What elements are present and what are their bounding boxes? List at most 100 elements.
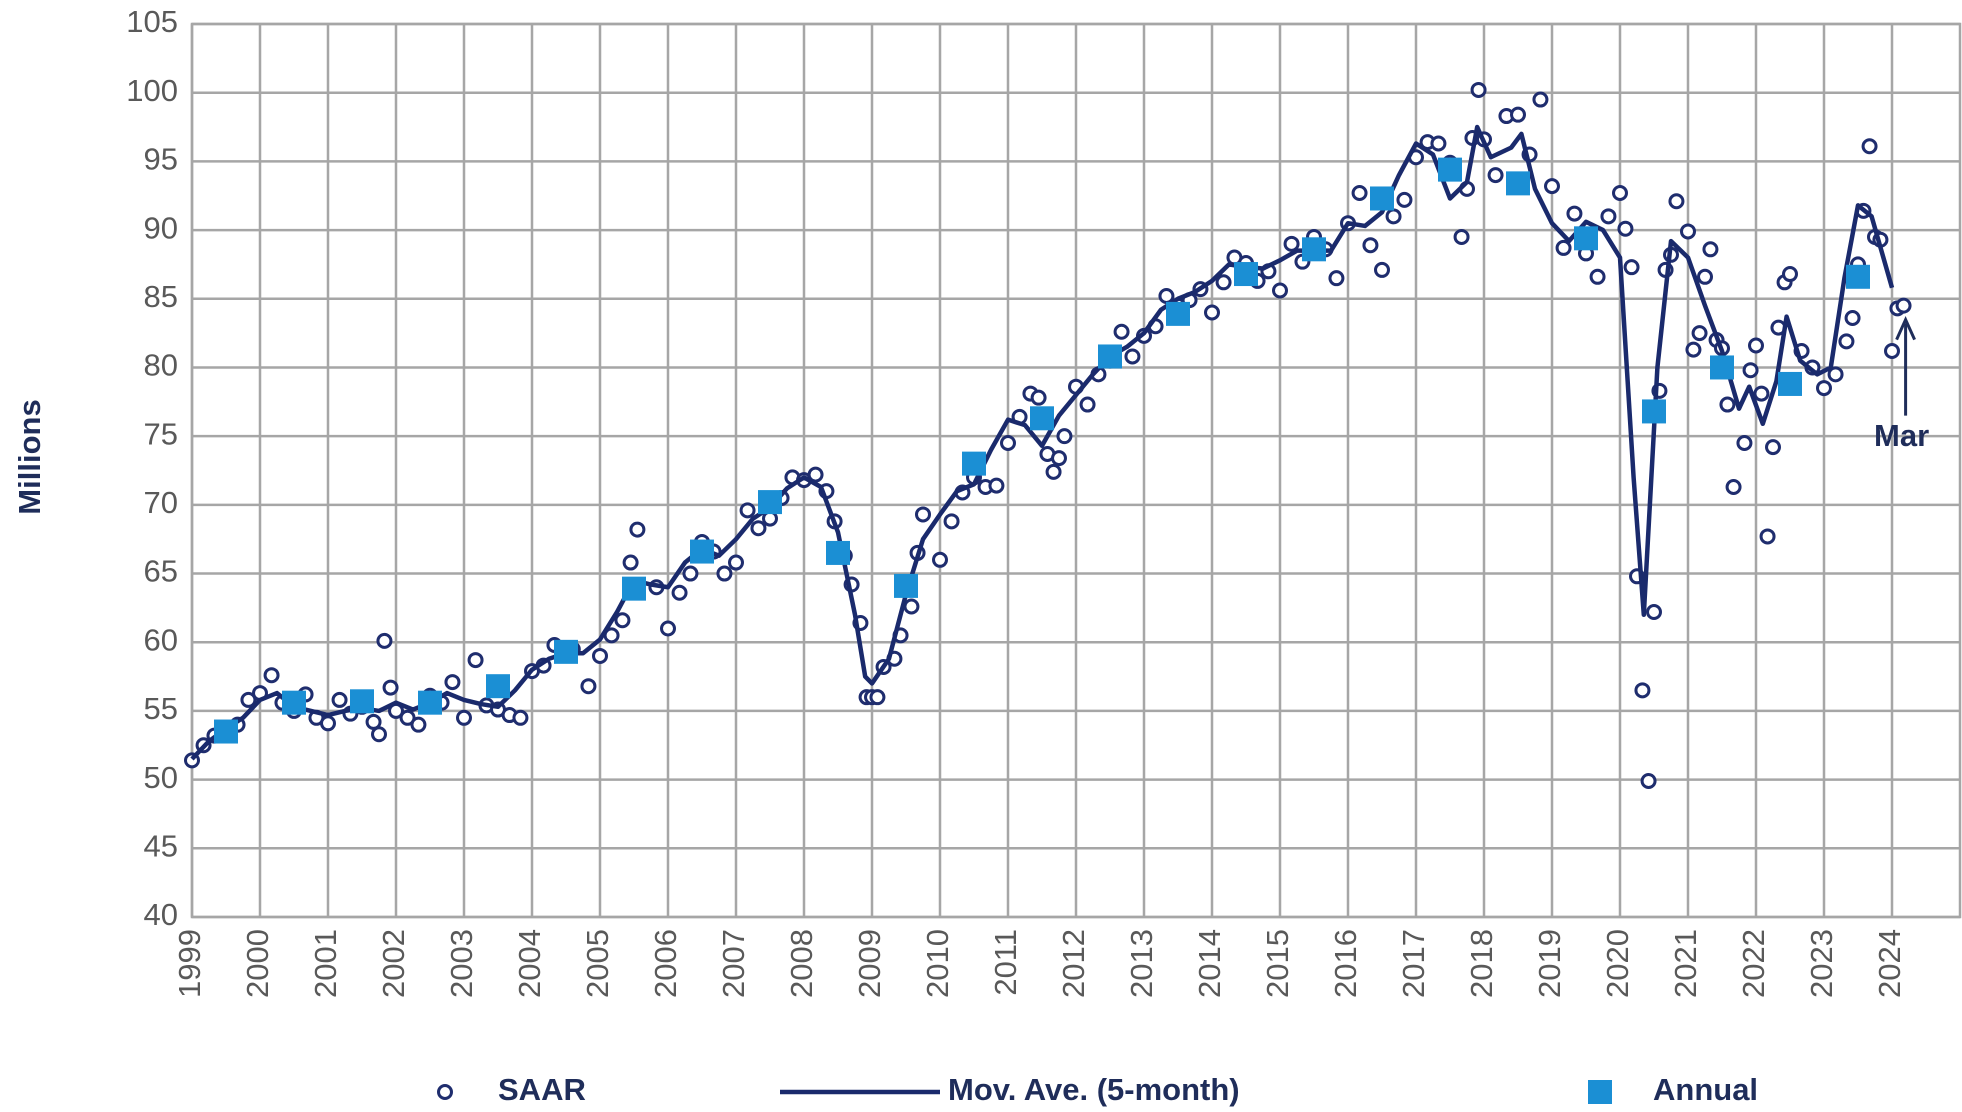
annual-marker xyxy=(350,689,374,714)
saar-point xyxy=(869,689,886,706)
saar-point xyxy=(1430,135,1447,152)
saar-point xyxy=(1045,463,1062,480)
legend-marker xyxy=(437,1084,453,1100)
saar-point xyxy=(1470,81,1487,98)
annotation-arrowhead xyxy=(1895,315,1916,341)
x-tick-label: 2003 xyxy=(444,929,479,998)
saar-point xyxy=(1725,478,1742,495)
saar-point xyxy=(1697,268,1713,285)
saar-point xyxy=(1566,205,1583,222)
y-tick-label: 95 xyxy=(144,142,178,177)
x-tick-label: 2020 xyxy=(1600,929,1635,998)
saar-point xyxy=(1158,288,1175,305)
y-tick-label: 75 xyxy=(144,416,178,451)
annual-marker xyxy=(554,639,578,664)
x-tick-label: 2005 xyxy=(580,929,615,998)
saar-point xyxy=(1487,167,1504,184)
saar-point xyxy=(1685,341,1702,358)
saar-point xyxy=(1827,366,1844,383)
saar-point xyxy=(1844,310,1861,327)
saar-point xyxy=(1030,389,1047,406)
saar-point xyxy=(320,715,336,732)
saar-point xyxy=(382,679,399,696)
annual-marker xyxy=(1098,344,1122,369)
saar-point xyxy=(331,691,348,708)
legend-label: Mov. Ave. (5-month) xyxy=(948,1072,1240,1107)
saar-point xyxy=(932,551,948,568)
x-tick-label: 2016 xyxy=(1328,929,1363,998)
saar-point xyxy=(1283,235,1300,252)
saar-point xyxy=(1640,772,1657,789)
x-tick-label: 2010 xyxy=(920,929,955,998)
saar-point xyxy=(1759,528,1776,545)
annual-marker xyxy=(826,540,850,565)
saar-point xyxy=(1385,208,1402,225)
saar-point xyxy=(1544,178,1560,195)
annual-marker xyxy=(214,719,238,744)
saar-point xyxy=(1272,282,1288,299)
y-tick-label: 50 xyxy=(144,760,178,795)
y-tick-label: 90 xyxy=(144,210,178,245)
saar-point xyxy=(1351,184,1368,201)
y-tick-label: 45 xyxy=(144,828,178,863)
legend-label: SAAR xyxy=(498,1072,586,1107)
annual-marker xyxy=(894,573,918,598)
saar-point xyxy=(1838,333,1855,350)
saar-point xyxy=(399,709,416,726)
saar-point xyxy=(1646,604,1662,621)
y-tick-label: 105 xyxy=(126,4,178,39)
saar-point xyxy=(467,652,484,669)
saar-point xyxy=(622,554,639,571)
x-tick-label: 2007 xyxy=(716,929,751,998)
saar-point xyxy=(1396,191,1413,208)
x-tick-label: 2002 xyxy=(376,929,411,998)
x-tick-label: 2015 xyxy=(1260,929,1295,998)
saar-point xyxy=(1617,220,1634,237)
x-tick-label: 2021 xyxy=(1668,929,1703,998)
saar-point xyxy=(1782,266,1798,283)
x-tick-label: 2012 xyxy=(1056,929,1091,998)
legend-marker xyxy=(1588,1080,1612,1104)
saar-point xyxy=(1051,450,1067,467)
x-tick-label: 1999 xyxy=(172,929,207,998)
saar-point xyxy=(1623,259,1640,276)
saar-point xyxy=(512,709,529,726)
saar-point xyxy=(1589,268,1606,285)
saar-point xyxy=(671,584,688,601)
annual-marker xyxy=(1438,157,1462,182)
x-tick-label: 2019 xyxy=(1532,929,1567,998)
saar-point xyxy=(1816,380,1832,397)
moving-average-line xyxy=(190,124,1895,761)
annual-marker xyxy=(962,451,986,476)
saar-point xyxy=(410,716,427,733)
saar-point xyxy=(1702,241,1719,258)
saar-point xyxy=(1374,261,1390,278)
annual-marker xyxy=(690,539,714,564)
saar-point xyxy=(1000,435,1016,452)
saar-point xyxy=(1555,239,1572,256)
saar-point xyxy=(1510,106,1526,123)
x-tick-label: 2017 xyxy=(1396,929,1431,998)
plot-border xyxy=(190,22,1962,919)
annual-marker xyxy=(758,490,782,515)
saar-point xyxy=(807,466,824,483)
x-tick-label: 2013 xyxy=(1124,929,1159,998)
saar-point xyxy=(1742,362,1759,379)
x-tick-label: 2014 xyxy=(1192,929,1227,998)
saar-point xyxy=(263,667,280,684)
annotation-text: Mar xyxy=(1874,418,1929,453)
x-tick-label: 2023 xyxy=(1804,929,1839,998)
saar-point xyxy=(1691,325,1708,342)
annual-marker xyxy=(1506,171,1530,196)
y-tick-label: 70 xyxy=(144,485,178,520)
saar-point xyxy=(750,520,767,537)
saar-point xyxy=(580,678,597,695)
saar-point xyxy=(915,506,931,523)
saar-point xyxy=(1079,396,1096,413)
saar-point xyxy=(1736,435,1753,452)
annual-marker xyxy=(1642,399,1666,424)
x-tick-label: 2009 xyxy=(852,929,887,998)
x-tick-label: 2008 xyxy=(784,929,819,998)
x-tick-label: 2004 xyxy=(512,929,547,998)
